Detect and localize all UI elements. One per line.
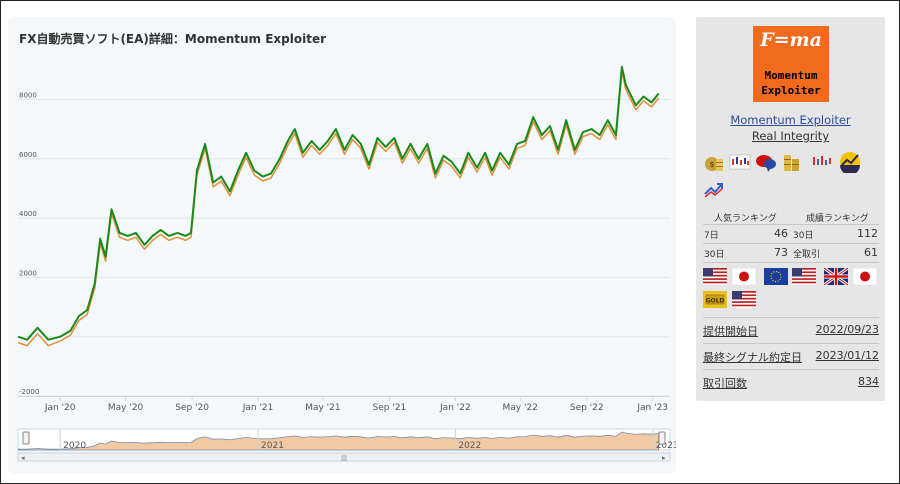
y-tick-label: 2000 bbox=[19, 269, 37, 277]
ranking-period-label: 30日 bbox=[793, 231, 814, 241]
popular-ranking-header: 人気ランキング bbox=[714, 214, 777, 224]
divider bbox=[703, 224, 879, 225]
x-tick-label: Jan '22 bbox=[439, 403, 471, 413]
navigator-year-label: 2022 bbox=[458, 441, 481, 451]
trend-up-badge-icon bbox=[840, 152, 860, 173]
chart-panel: FX自動売買ソフト(EA)詳細：Momentum Exploiter -2000… bbox=[8, 17, 676, 474]
ranking-value: 61 bbox=[864, 246, 878, 259]
performance-ranking-header: 成績ランキング bbox=[806, 214, 869, 224]
ranking-value: 73 bbox=[774, 246, 788, 259]
trend-arrow-icon bbox=[704, 183, 723, 198]
navigator-year-label: 2023 bbox=[656, 441, 676, 451]
logo-line-2: Exploiter bbox=[761, 84, 821, 97]
last-signal-row[interactable]: 最終シグナル約定日 2023/01/12 bbox=[703, 347, 879, 365]
divider bbox=[703, 317, 879, 318]
candlestick-chart-icon bbox=[729, 154, 751, 170]
gold-icon: GOLD bbox=[703, 291, 727, 308]
chart-title: FX自動売買ソフト(EA)詳細：Momentum Exploiter bbox=[19, 32, 327, 46]
candlestick-chart-icon bbox=[813, 156, 831, 165]
scrollbar-track[interactable] bbox=[17, 452, 671, 462]
start-date-row[interactable]: 提供開始日 2022/09/23 bbox=[703, 321, 879, 339]
info-label[interactable]: 最終シグナル約定日 bbox=[703, 351, 802, 364]
x-tick-label: Jan '23 bbox=[636, 403, 668, 413]
coin-stacks-icon bbox=[784, 155, 799, 171]
svg-text:GOLD: GOLD bbox=[706, 298, 725, 305]
trade-count-row[interactable]: 取引回数 834 bbox=[703, 373, 879, 391]
y-tick-label: 4000 bbox=[19, 210, 37, 218]
us-flag-icon bbox=[792, 268, 816, 285]
speech-bubbles-icon bbox=[756, 155, 776, 172]
x-tick-label: May '20 bbox=[108, 403, 144, 413]
divider bbox=[703, 369, 879, 370]
divider bbox=[703, 262, 879, 263]
jp-flag-icon bbox=[853, 268, 877, 285]
system-logo: F=ma Momentum Exploiter bbox=[753, 26, 829, 102]
ranking-value: 46 bbox=[774, 227, 788, 240]
scroll-right-arrow[interactable]: ▸ bbox=[662, 454, 666, 462]
developer-link[interactable]: Real Integrity bbox=[751, 129, 830, 143]
ranking-value: 112 bbox=[857, 227, 878, 240]
x-tick-label: Jan '21 bbox=[242, 403, 274, 413]
x-tick-label: Sep '21 bbox=[373, 403, 407, 413]
navigator-year-label: 2021 bbox=[261, 441, 284, 451]
navigator-area bbox=[17, 431, 659, 451]
scrollbar-grip[interactable]: ||| bbox=[341, 455, 347, 462]
navigator-handle[interactable] bbox=[22, 431, 30, 445]
x-tick-label: Sep '22 bbox=[570, 403, 604, 413]
ranking-period-label: 全取引 bbox=[793, 250, 821, 260]
equity-series-line bbox=[17, 65, 660, 341]
system-name-link[interactable]: Momentum Exploiter bbox=[730, 113, 851, 127]
divider bbox=[703, 243, 879, 244]
money-bag-icon: $ bbox=[705, 157, 723, 171]
ranking-period-label: 30日 bbox=[704, 250, 725, 260]
scroll-left-arrow[interactable]: ◂ bbox=[21, 454, 25, 462]
divider bbox=[703, 343, 879, 344]
us-flag-icon bbox=[703, 268, 727, 285]
navigator-year-label: 2020 bbox=[63, 441, 86, 451]
y-tick-label: -2000 bbox=[19, 388, 39, 396]
us-flag-icon bbox=[732, 291, 756, 308]
x-tick-label: Sep '20 bbox=[175, 403, 209, 413]
system-sidebar: F=ma Momentum Exploiter Momentum Exploit… bbox=[696, 17, 885, 401]
info-label[interactable]: 提供開始日 bbox=[703, 325, 758, 338]
balance-series-line bbox=[17, 70, 660, 347]
info-label[interactable]: 取引回数 bbox=[703, 377, 747, 390]
eu-flag-icon bbox=[764, 268, 788, 285]
x-tick-label: Jan '20 bbox=[44, 403, 76, 413]
x-tick-label: May '21 bbox=[305, 403, 340, 413]
info-value[interactable]: 2023/01/12 bbox=[815, 349, 879, 362]
navigator-handle[interactable] bbox=[658, 431, 666, 445]
y-tick-label: 6000 bbox=[19, 151, 37, 159]
y-tick-label: 8000 bbox=[19, 91, 37, 99]
equity-chart[interactable]: -2000 2000 4000 6000 8000 Jan '20 May '20 Sep '… bbox=[8, 17, 676, 474]
logo-line-1: Momentum bbox=[764, 69, 818, 82]
info-value[interactable]: 834 bbox=[858, 375, 879, 388]
svg-text:$: $ bbox=[709, 160, 714, 169]
gb-flag-icon bbox=[824, 268, 848, 285]
ranking-period-label: 7日 bbox=[704, 231, 719, 241]
jp-flag-icon bbox=[732, 268, 756, 285]
info-value[interactable]: 2022/09/23 bbox=[815, 323, 879, 336]
x-tick-label: May '22 bbox=[503, 403, 538, 413]
logo-formula: F=ma bbox=[760, 29, 822, 51]
